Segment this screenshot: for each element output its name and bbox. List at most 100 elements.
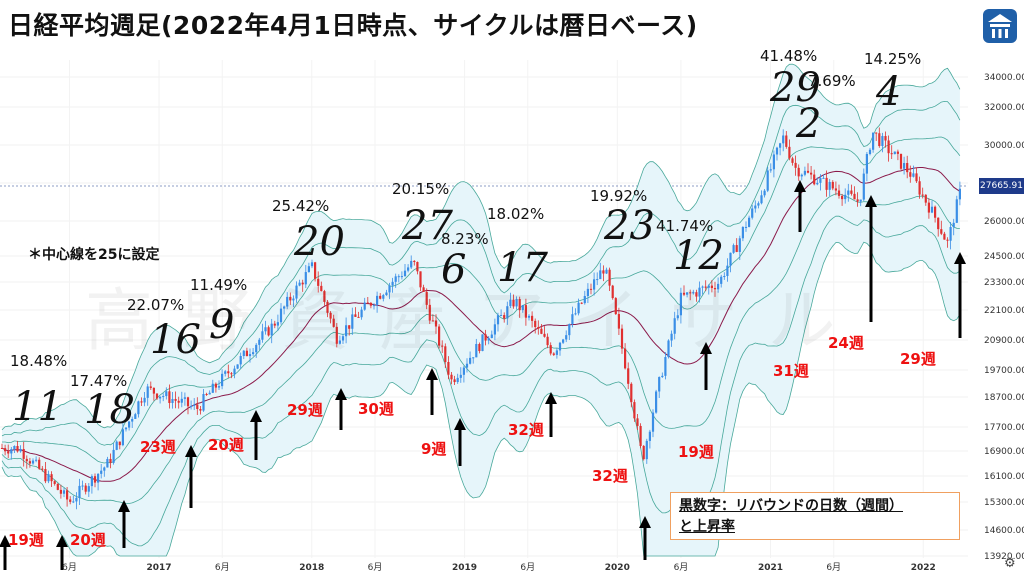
candle (506, 306, 509, 319)
candle (224, 371, 227, 374)
x-tick-label: 2020 (605, 563, 630, 573)
settings-gear-icon[interactable]: ⚙ (1004, 556, 1016, 571)
legend-line1: 黒数字：リバウンドの日数（週間） (679, 498, 903, 514)
band-line (1, 193, 960, 504)
candle (416, 262, 419, 272)
candle (645, 440, 648, 460)
candle (317, 278, 320, 286)
candle (245, 350, 248, 357)
candle (438, 326, 441, 346)
candle (655, 391, 658, 413)
candle (521, 305, 524, 311)
x-tick-label: 6月 (62, 562, 77, 573)
candle (149, 386, 152, 388)
candle (617, 314, 620, 329)
candle (586, 288, 589, 297)
pct-label: 41.48% (760, 47, 818, 65)
week-label: 29週 (900, 350, 936, 368)
candle (856, 199, 859, 202)
candle (431, 320, 434, 322)
candle (921, 194, 924, 196)
candle (118, 441, 121, 446)
x-tick-label: 2021 (758, 563, 783, 573)
candle (698, 287, 701, 297)
candle (422, 287, 425, 292)
candle (540, 328, 543, 334)
week-label: 31週 (773, 362, 809, 380)
candle (602, 270, 605, 274)
candle (459, 374, 462, 378)
y-tick-label: 16100.00 (984, 472, 1024, 482)
candle (214, 383, 217, 388)
candle (918, 181, 921, 195)
candle (878, 133, 881, 147)
candle (78, 485, 81, 498)
candle (608, 269, 611, 286)
chart-title: 日経平均週足(2022年4月1日時点、サイクルは暦日ベース) (8, 11, 698, 40)
candle (140, 401, 143, 403)
candle (310, 262, 314, 267)
candle (193, 404, 196, 406)
band-line (1, 241, 961, 557)
candle (152, 387, 155, 394)
candle (577, 302, 580, 314)
candle (543, 333, 546, 337)
candle (636, 418, 639, 426)
candle (512, 299, 515, 307)
candle (788, 146, 791, 159)
candle (844, 194, 847, 200)
candle (369, 302, 372, 306)
week-label: 20週 (70, 531, 106, 549)
candle (196, 404, 199, 410)
candle (837, 190, 841, 196)
candle (571, 314, 574, 325)
candle (822, 177, 825, 179)
candle (323, 291, 326, 302)
candle (385, 292, 388, 296)
candle (940, 229, 943, 234)
candle (69, 499, 72, 502)
x-tick-label: 6月 (215, 562, 230, 573)
candle (304, 272, 307, 285)
candle (81, 485, 84, 487)
candle (754, 205, 757, 209)
candle (797, 167, 800, 177)
candle (568, 324, 571, 336)
candle (682, 292, 686, 295)
band-line (1, 63, 961, 431)
candle (382, 295, 385, 299)
candle (236, 364, 239, 369)
x-tick-label: 6月 (826, 562, 841, 573)
candle (174, 398, 177, 401)
candle (345, 325, 348, 337)
y-tick-label: 26000.00 (984, 217, 1024, 227)
candle (38, 459, 41, 469)
candle (648, 431, 651, 441)
candle (217, 386, 221, 388)
candle (509, 299, 512, 307)
candle (772, 154, 775, 170)
candle (35, 459, 38, 461)
candle (580, 302, 583, 304)
candle (128, 421, 131, 428)
candle (66, 490, 69, 500)
candle (97, 473, 100, 483)
week-label: 32週 (508, 421, 544, 439)
candle (326, 301, 329, 313)
candle (738, 238, 741, 252)
candle (75, 497, 78, 502)
x-tick-label: 6月 (520, 562, 535, 573)
y-tick-label: 14600.00 (984, 526, 1024, 536)
candle (723, 275, 726, 277)
candle (819, 178, 822, 183)
candle (348, 325, 351, 329)
candle (183, 397, 186, 399)
candle (717, 283, 720, 290)
candle (496, 315, 500, 325)
candle (211, 383, 214, 393)
candle (487, 338, 490, 341)
candle (676, 315, 679, 319)
band-line (2, 136, 961, 464)
pct-label: 19.92% (590, 187, 648, 205)
candles (0, 127, 961, 510)
